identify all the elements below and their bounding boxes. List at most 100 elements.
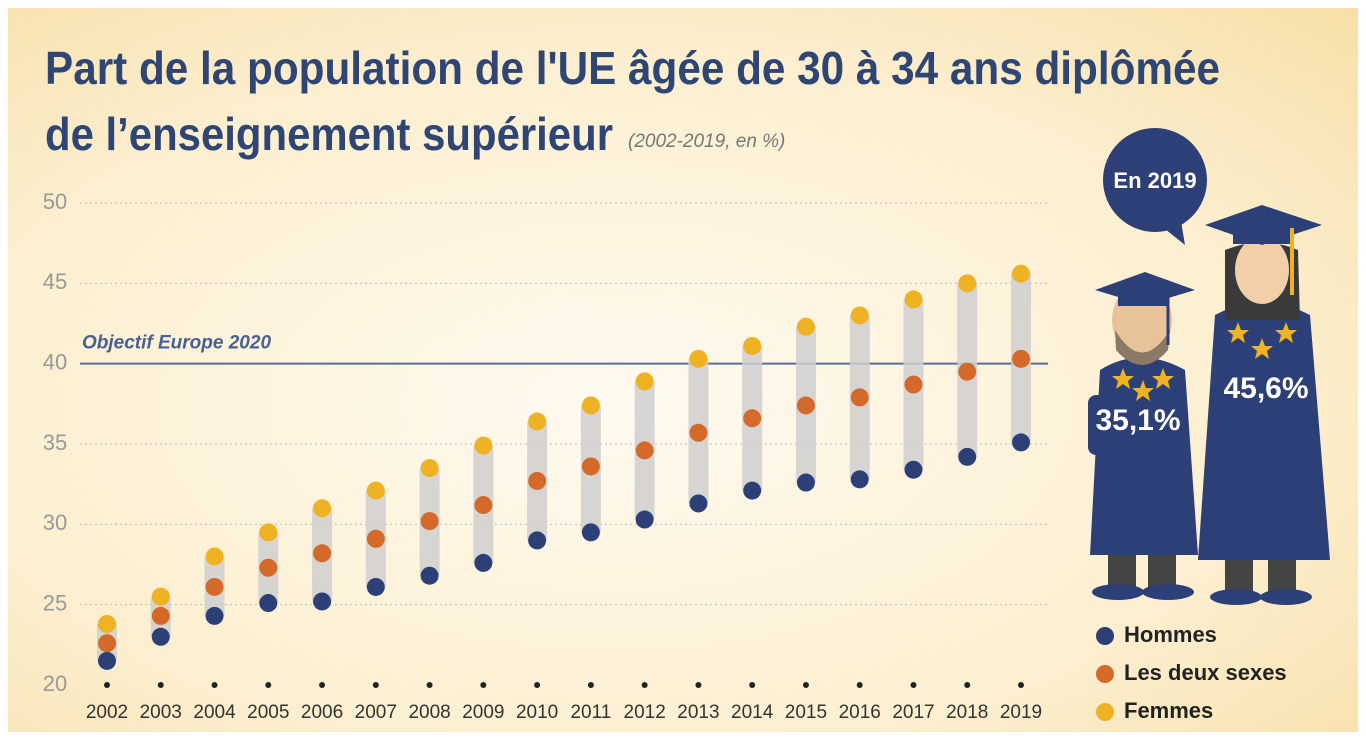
- x-tick-label: 2015: [785, 702, 827, 723]
- dot: [958, 363, 976, 381]
- dot: [851, 388, 869, 406]
- x-tick-label: 2010: [516, 702, 558, 723]
- x-tick-label: 2006: [301, 702, 343, 723]
- dot: [582, 457, 600, 475]
- dot: [421, 459, 439, 477]
- value-label: 35,1%: [1095, 404, 1180, 437]
- x-tick-dot: [212, 682, 218, 688]
- x-tick-label: 2004: [193, 702, 236, 723]
- x-tick-dot: [857, 682, 863, 688]
- dot: [1012, 433, 1030, 451]
- y-tick-label: 35: [43, 430, 67, 455]
- dot: [474, 437, 492, 455]
- dot: [689, 424, 707, 442]
- dot: [851, 470, 869, 488]
- x-tick-dot: [695, 682, 701, 688]
- dot: [367, 482, 385, 500]
- x-tick-dot: [749, 682, 755, 688]
- dot: [1012, 350, 1030, 368]
- dot: [98, 615, 116, 633]
- chart-subtitle: (2002-2019, en %): [628, 131, 785, 152]
- dot: [152, 607, 170, 625]
- x-tick-label: 2019: [1000, 702, 1042, 723]
- dot: [797, 474, 815, 492]
- dot: [582, 523, 600, 541]
- dot: [636, 511, 654, 529]
- x-tick-dot: [1018, 682, 1024, 688]
- x-tick-dot: [373, 682, 379, 688]
- dot: [367, 530, 385, 548]
- y-tick-label: 50: [43, 189, 67, 214]
- dot: [528, 413, 546, 431]
- x-tick-label: 2005: [247, 702, 289, 723]
- target-label: Objectif Europe 2020: [82, 333, 271, 354]
- dot: [689, 494, 707, 512]
- x-tick-label: 2016: [839, 702, 881, 723]
- dot: [797, 396, 815, 414]
- x-tick-dot: [534, 682, 540, 688]
- legend-label: Hommes: [1124, 622, 1217, 647]
- x-tick-label: 2007: [355, 702, 397, 723]
- dot: [958, 448, 976, 466]
- dot: [474, 554, 492, 572]
- dot: [98, 652, 116, 670]
- dot: [904, 461, 922, 479]
- x-tick-dot: [158, 682, 164, 688]
- dot: [528, 472, 546, 490]
- dot: [474, 496, 492, 514]
- legend-swatch: [1096, 627, 1114, 645]
- x-tick-dot: [427, 682, 433, 688]
- legend-label: Femmes: [1124, 698, 1213, 723]
- dot: [1012, 265, 1030, 283]
- dot: [152, 628, 170, 646]
- dot: [206, 578, 224, 596]
- dot: [582, 396, 600, 414]
- legend-swatch: [1096, 703, 1114, 721]
- chart-title: de l’enseignement supérieur: [45, 108, 613, 160]
- y-tick-label: 20: [43, 671, 67, 696]
- x-tick-label: 2014: [731, 702, 774, 723]
- dot: [851, 306, 869, 324]
- dot: [259, 523, 277, 541]
- x-tick-label: 2011: [570, 702, 611, 723]
- dot: [313, 499, 331, 517]
- dot: [636, 372, 654, 390]
- chart-title: Part de la population de l'UE âgée de 30…: [45, 42, 1220, 94]
- legend-label: Les deux sexes: [1124, 660, 1287, 685]
- dot: [313, 592, 331, 610]
- x-tick-dot: [104, 682, 110, 688]
- x-tick-dot: [964, 682, 970, 688]
- value-label: 45,6%: [1223, 372, 1308, 405]
- dot: [797, 318, 815, 336]
- dot: [904, 376, 922, 394]
- y-tick-label: 30: [43, 510, 67, 535]
- dot: [636, 441, 654, 459]
- x-tick-dot: [588, 682, 594, 688]
- x-tick-label: 2003: [140, 702, 182, 723]
- dot: [421, 512, 439, 530]
- x-tick-label: 2017: [892, 702, 934, 723]
- dot: [904, 290, 922, 308]
- dot: [528, 531, 546, 549]
- x-tick-dot: [265, 682, 271, 688]
- y-tick-label: 25: [43, 590, 67, 615]
- x-tick-dot: [480, 682, 486, 688]
- dot: [367, 578, 385, 596]
- dot: [206, 547, 224, 565]
- x-tick-label: 2009: [462, 702, 504, 723]
- dot: [689, 350, 707, 368]
- legend-swatch: [1096, 665, 1114, 683]
- x-tick-label: 2018: [946, 702, 988, 723]
- dot: [743, 409, 761, 427]
- dot: [421, 567, 439, 585]
- dot: [958, 274, 976, 292]
- x-tick-dot: [319, 682, 325, 688]
- dot: [743, 337, 761, 355]
- x-tick-label: 2002: [86, 702, 128, 723]
- y-tick-label: 45: [43, 269, 67, 294]
- dot: [152, 588, 170, 606]
- x-tick-dot: [910, 682, 916, 688]
- x-tick-label: 2008: [408, 702, 450, 723]
- x-tick-label: 2013: [677, 702, 719, 723]
- y-tick-label: 40: [43, 349, 67, 374]
